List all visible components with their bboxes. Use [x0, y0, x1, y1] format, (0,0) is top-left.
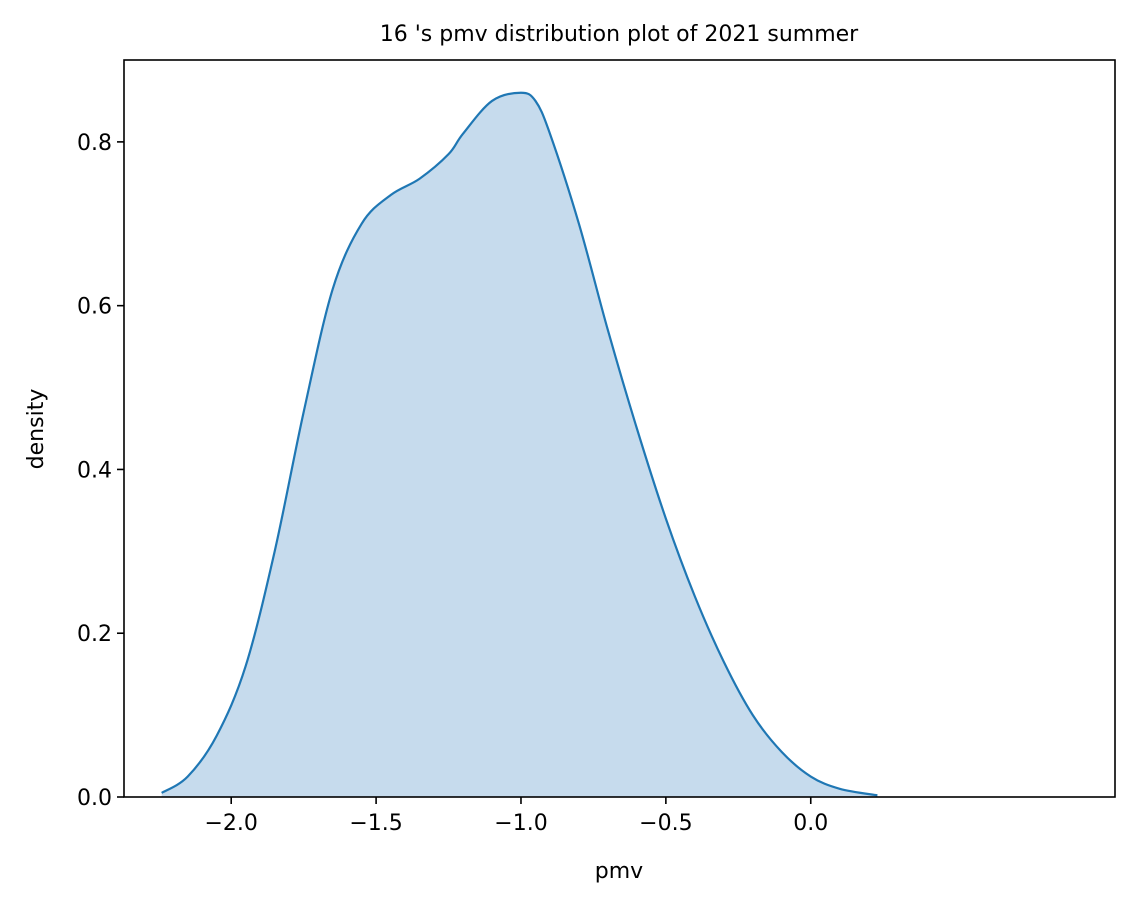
y-axis-label: density — [24, 389, 49, 470]
y-tick-label: 0.2 — [77, 622, 112, 647]
x-axis-label: pmv — [595, 859, 643, 884]
x-tick-label: 0.0 — [793, 811, 828, 836]
x-tick-label: −2.0 — [205, 811, 258, 836]
plot-area — [161, 91, 878, 797]
x-tick-label: −1.5 — [349, 811, 402, 836]
y-tick-label: 0.4 — [77, 458, 112, 483]
plot-frame — [123, 59, 1116, 798]
chart-title: 16 's pmv distribution plot of 2021 summ… — [380, 22, 859, 47]
density-area — [161, 92, 878, 797]
x-axis: −2.0 −1.5 −1.0 −0.5 0.0 — [205, 797, 828, 836]
x-tick-label: −0.5 — [639, 811, 692, 836]
x-tick-label: −1.0 — [494, 811, 547, 836]
y-tick-label: 0.8 — [77, 131, 112, 156]
y-tick-label: 0.6 — [77, 295, 112, 320]
y-tick-label: 0.0 — [77, 786, 112, 811]
y-axis: 0.0 0.2 0.4 0.6 0.8 — [77, 131, 124, 811]
density-line — [161, 91, 878, 797]
